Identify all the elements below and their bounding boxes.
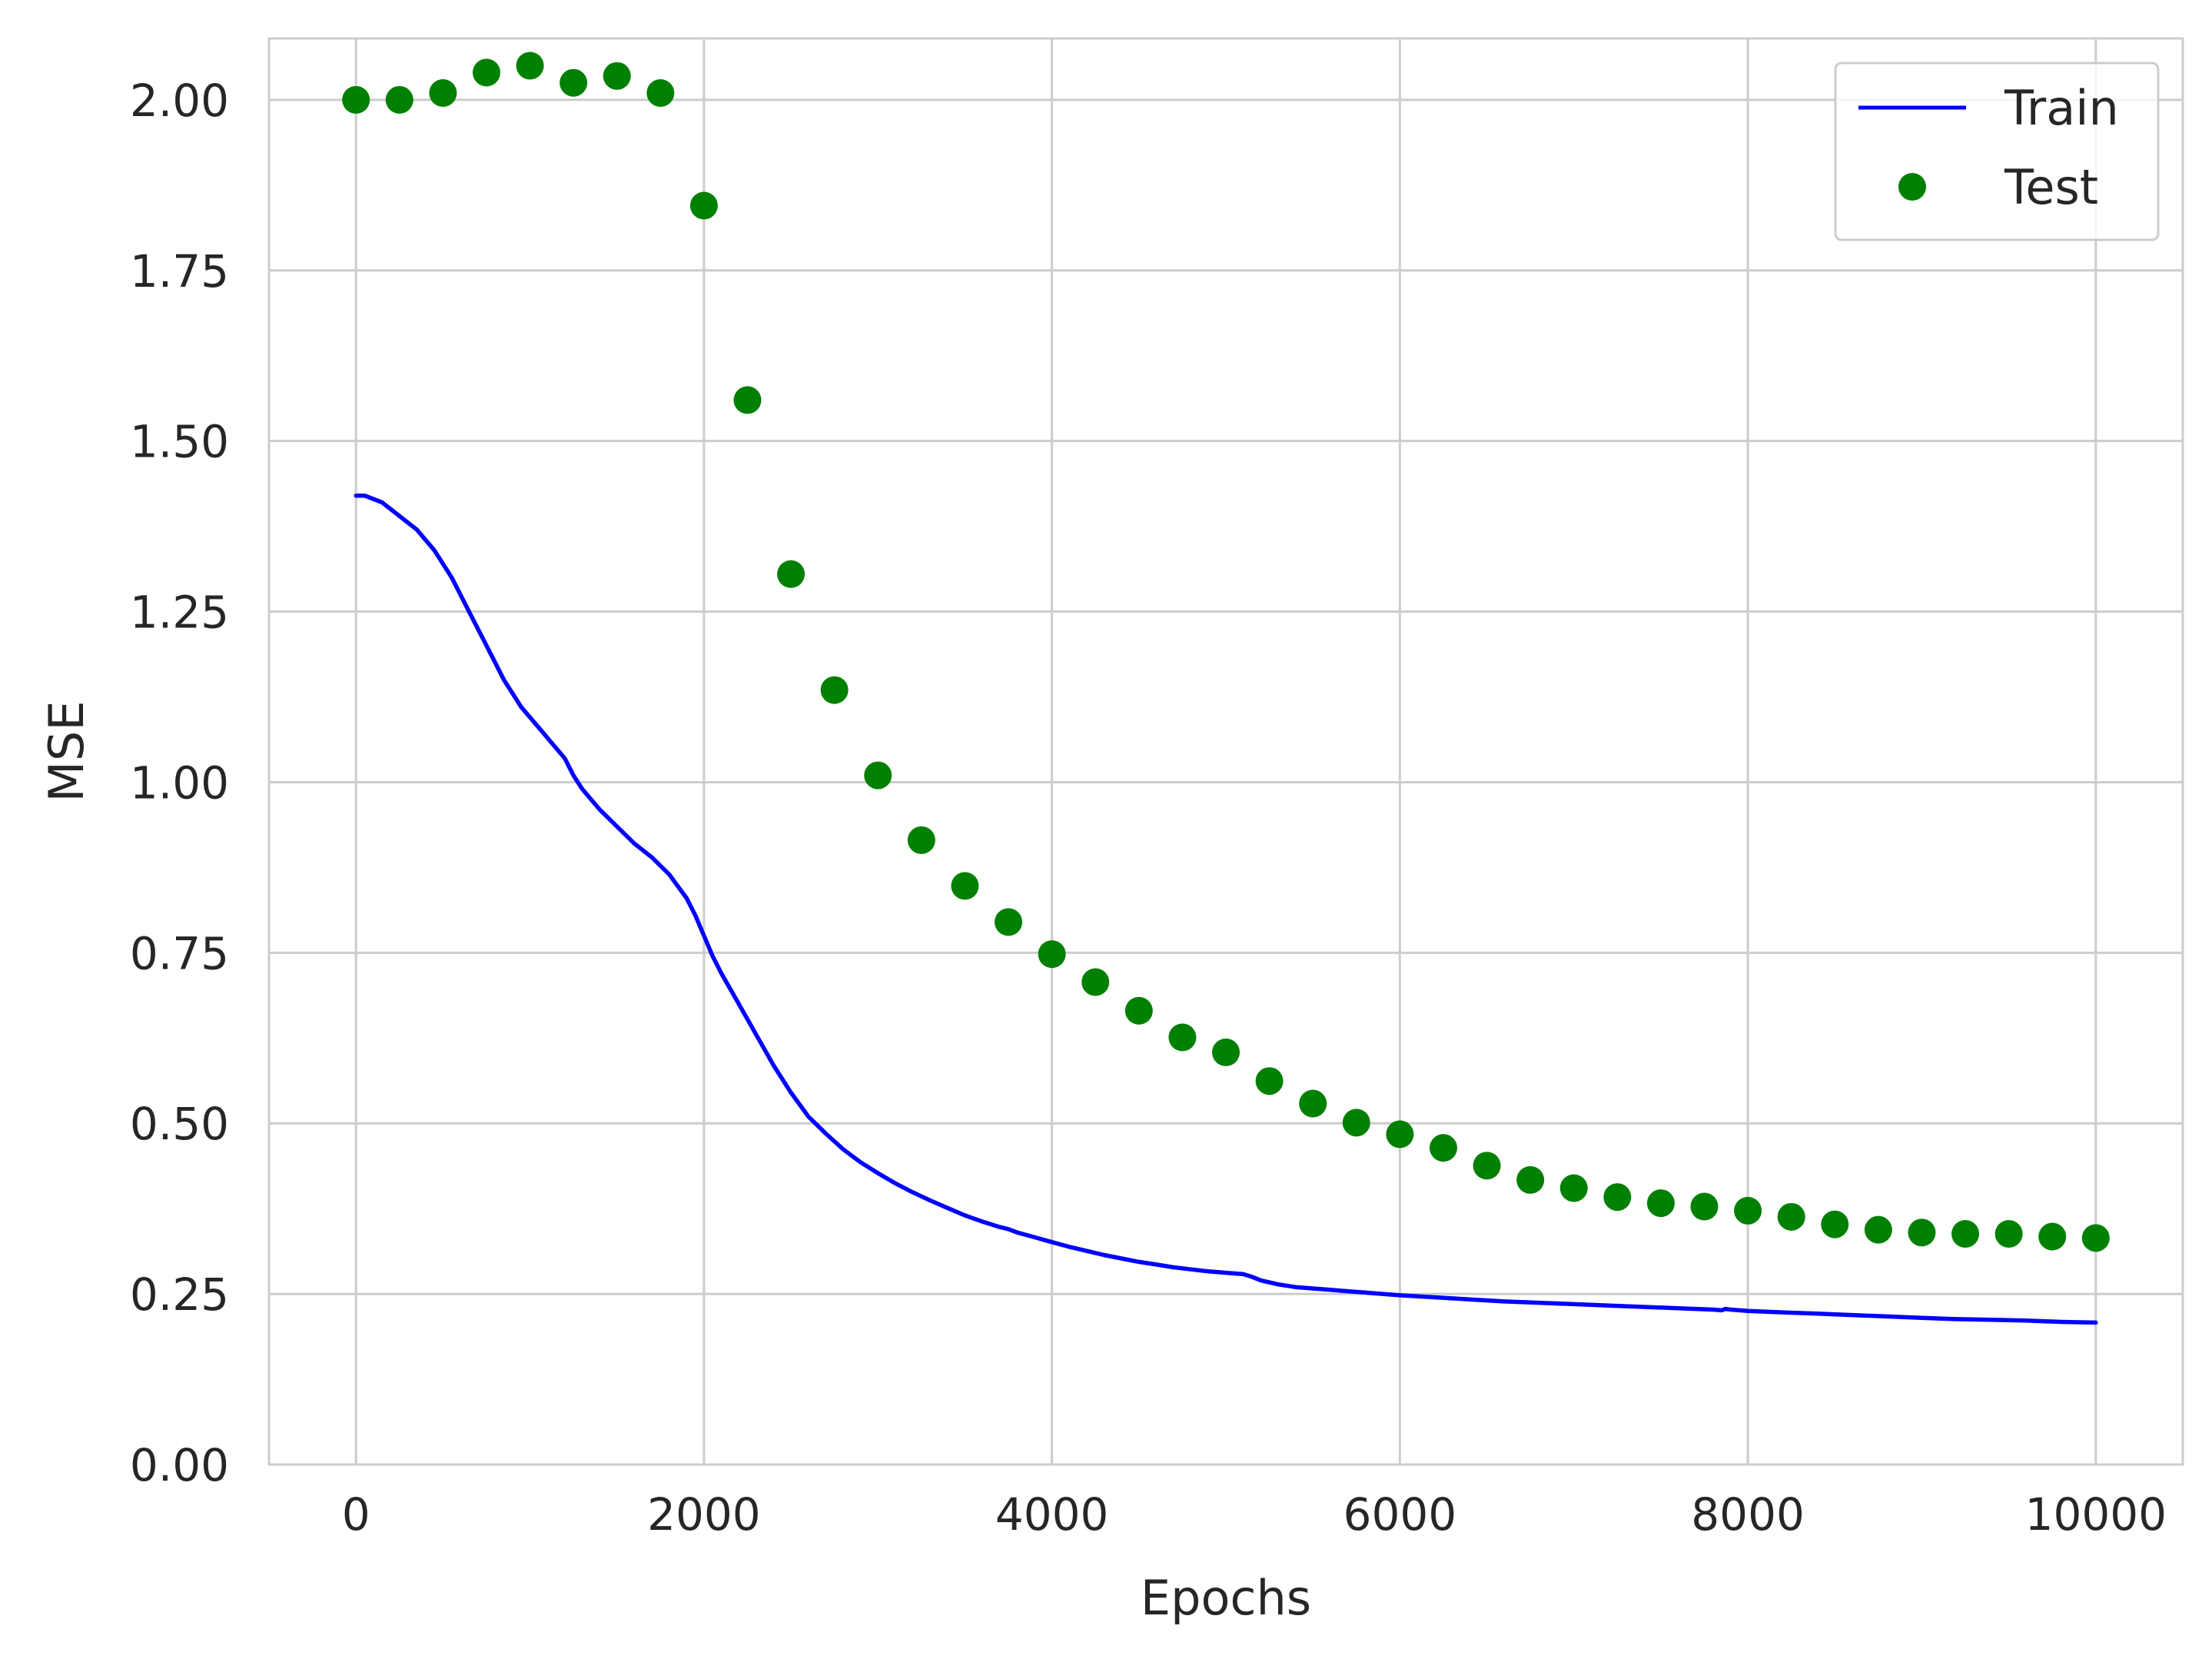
- test-point: [1864, 1215, 1892, 1244]
- grid: [269, 38, 2183, 1466]
- y-tick-label: 2.00: [130, 75, 229, 127]
- test-point: [820, 676, 849, 704]
- test-point: [1821, 1210, 1849, 1238]
- test-point: [733, 386, 762, 414]
- test-point: [1473, 1152, 1501, 1180]
- legend-test-swatch: [1898, 173, 1926, 201]
- train-line: [354, 493, 2098, 1325]
- y-tick-label: 0.75: [130, 927, 229, 979]
- y-tick-label: 0.00: [130, 1439, 229, 1491]
- test-point: [951, 872, 979, 900]
- test-point: [472, 58, 500, 87]
- x-tick-label: 6000: [1343, 1488, 1457, 1541]
- test-point: [864, 761, 892, 790]
- y-tick-label: 0.25: [130, 1268, 229, 1321]
- test-point: [1994, 1220, 2023, 1248]
- x-tick-label: 8000: [1691, 1488, 1805, 1541]
- test-point: [1734, 1196, 1762, 1225]
- test-point: [1603, 1183, 1632, 1212]
- plot-area: [267, 37, 2184, 1466]
- test-point: [2038, 1222, 2067, 1251]
- test-point: [603, 62, 631, 90]
- test-point: [1429, 1134, 1457, 1162]
- y-tick-label: 1.50: [130, 416, 229, 468]
- test-point: [516, 52, 544, 80]
- test-point: [777, 560, 805, 588]
- test-point: [689, 191, 718, 220]
- test-point: [1516, 1165, 1545, 1194]
- x-tick-label: 4000: [995, 1488, 1109, 1541]
- legend-test-label: Test: [2004, 159, 2098, 215]
- y-tick-label: 1.00: [130, 756, 229, 809]
- test-point: [2081, 1224, 2110, 1252]
- tick-labels: 0 2000 4000 6000 8000 10000 0.00 0.25 0.50 0.75 1.…: [130, 75, 2167, 1541]
- legend-train-label: Train: [2004, 80, 2119, 136]
- test-point: [1646, 1189, 1675, 1218]
- test-point: [1212, 1038, 1240, 1066]
- y-tick-label: 1.75: [130, 245, 229, 298]
- plot-marks: [342, 52, 2110, 1325]
- test-point: [385, 85, 414, 114]
- test-point: [1168, 1023, 1197, 1052]
- x-axis-label: Epochs: [1141, 1570, 1311, 1626]
- y-tick-label: 1.25: [130, 587, 229, 639]
- test-point: [560, 68, 588, 97]
- legend: Train Test: [1834, 62, 2160, 241]
- test-point: [1255, 1067, 1284, 1095]
- test-point: [1342, 1109, 1370, 1137]
- x-tick-label: 2000: [647, 1488, 761, 1541]
- y-axis-label: MSE: [38, 700, 95, 802]
- x-tick-label: 0: [342, 1488, 370, 1541]
- test-point: [1038, 940, 1066, 969]
- y-tick-label: 0.50: [130, 1098, 229, 1150]
- x-tick-label: 10000: [2025, 1488, 2167, 1541]
- test-point: [1777, 1202, 1805, 1231]
- test-point: [1124, 996, 1153, 1025]
- test-point: [429, 79, 457, 108]
- test-point: [342, 85, 370, 114]
- test-point: [1081, 968, 1110, 996]
- test-point: [1690, 1192, 1719, 1221]
- test-point: [1386, 1120, 1414, 1149]
- test-point: [1299, 1089, 1327, 1118]
- test-point: [646, 79, 675, 108]
- test-point: [1951, 1220, 1980, 1248]
- test-point: [907, 826, 935, 854]
- test-point: [1559, 1174, 1588, 1202]
- test-point: [995, 908, 1023, 936]
- test-point: [1908, 1218, 1936, 1247]
